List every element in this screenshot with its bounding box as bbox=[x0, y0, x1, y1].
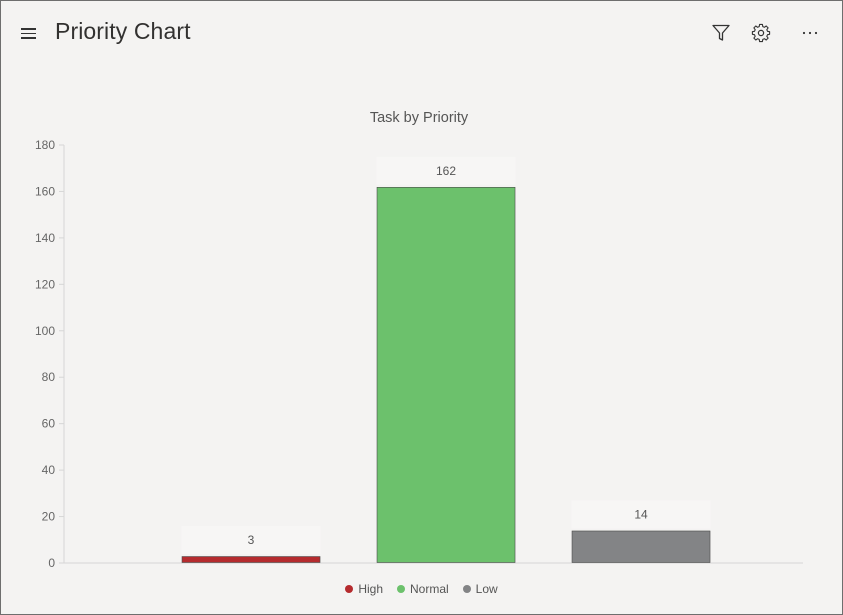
page-title: Priority Chart bbox=[55, 18, 191, 44]
gear-icon[interactable] bbox=[748, 20, 774, 46]
y-axis: 0 20 40 60 80 100 120 140 160 180 bbox=[35, 138, 65, 570]
bar-low[interactable] bbox=[571, 530, 711, 563]
legend-dot-low bbox=[462, 585, 471, 593]
more-options-icon[interactable] bbox=[797, 20, 823, 46]
y-tick-label: 40 bbox=[42, 463, 56, 477]
filter-icon[interactable] bbox=[708, 20, 734, 46]
legend-item-low[interactable]: Low bbox=[462, 582, 498, 596]
legend-label: Low bbox=[475, 582, 498, 596]
legend-item-high[interactable]: High bbox=[345, 582, 383, 596]
legend-label: High bbox=[358, 582, 383, 596]
header-bar: Priority Chart bbox=[1, 1, 842, 63]
y-tick-label: 160 bbox=[35, 184, 55, 198]
data-label-normal: 162 bbox=[436, 164, 456, 178]
data-label-low: 14 bbox=[634, 507, 648, 521]
y-tick-label: 140 bbox=[35, 231, 55, 245]
bars bbox=[181, 156, 711, 563]
data-label-high: 3 bbox=[248, 533, 255, 547]
y-tick-label: 120 bbox=[35, 277, 55, 291]
y-tick-label: 20 bbox=[42, 510, 56, 524]
y-tick-label: 0 bbox=[48, 556, 55, 570]
legend-dot-high bbox=[345, 585, 354, 593]
y-tick-label: 80 bbox=[42, 370, 56, 384]
bar-chart: Task by Priority 0 20 40 60 80 100 120 140 160 18… bbox=[35, 110, 803, 570]
y-tick-label: 180 bbox=[35, 138, 55, 152]
data-label-background bbox=[181, 526, 321, 555]
legend-dot-normal bbox=[397, 585, 405, 593]
legend-item-normal[interactable]: Normal bbox=[397, 582, 449, 596]
y-tick-label: 100 bbox=[35, 324, 55, 338]
legend-label: Normal bbox=[410, 582, 449, 596]
hamburger-menu-icon[interactable] bbox=[15, 20, 43, 46]
bar-high[interactable] bbox=[181, 556, 321, 563]
data-label-background bbox=[571, 500, 711, 529]
chart-legend: High Normal Low bbox=[1, 580, 842, 598]
chart-area: Task by Priority 0 20 40 60 80 100 120 140 160 18… bbox=[1, 63, 842, 614]
chart-title: Task by Priority bbox=[370, 110, 469, 126]
bar-normal[interactable] bbox=[376, 187, 516, 563]
data-labels: 3 162 14 bbox=[248, 164, 648, 547]
y-tick-label: 60 bbox=[42, 417, 56, 431]
data-label-background bbox=[376, 156, 516, 185]
